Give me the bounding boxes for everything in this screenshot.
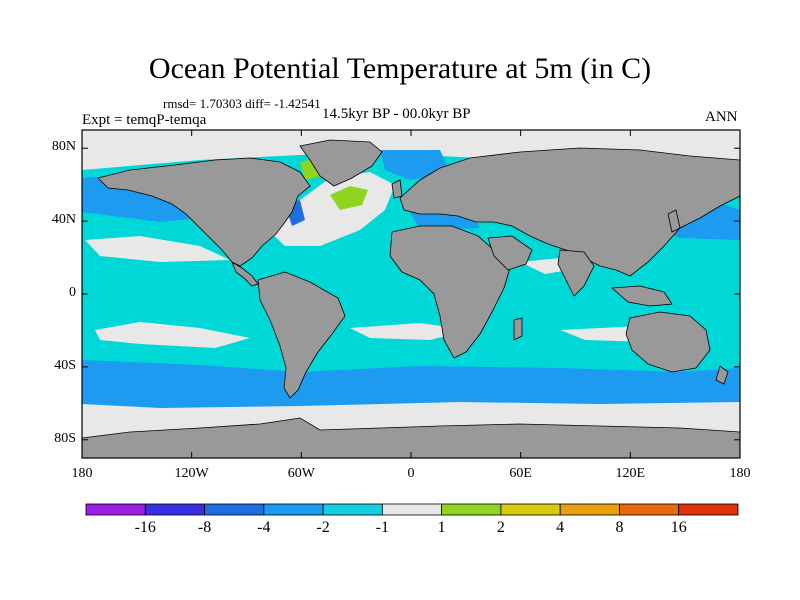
land-europe-asia xyxy=(399,147,740,277)
land-masses xyxy=(82,139,740,458)
x-tick-label: 180 xyxy=(729,466,751,481)
colorbar-box xyxy=(204,503,265,516)
y-tick-label: 80S xyxy=(54,430,76,446)
colorbar-label: -16 xyxy=(134,519,156,536)
colorbar-box xyxy=(500,503,561,516)
land-africa xyxy=(389,225,511,359)
colorbar-box xyxy=(441,503,502,516)
x-tick-label: 120W xyxy=(174,466,209,481)
land-india xyxy=(557,249,595,297)
land-north-america xyxy=(97,157,311,267)
x-tick-label: 120E xyxy=(615,466,646,481)
y-tick-label: 0 xyxy=(69,285,76,300)
colorbar-box xyxy=(85,503,146,516)
land-new-zealand xyxy=(715,365,729,385)
colorbar-box xyxy=(619,503,680,516)
anomaly-near-zero-north-pacific xyxy=(85,236,230,262)
colorbar-box xyxy=(322,503,383,516)
y-tick-marks xyxy=(82,147,740,441)
colorbar-box xyxy=(144,503,205,516)
x-tick-label: 60W xyxy=(287,466,315,481)
time-period-label: 14.5kyr BP - 00.0kyr BP xyxy=(322,106,471,122)
colorbar-box xyxy=(381,503,443,516)
land-australia xyxy=(625,311,711,373)
x-tick-label: 0 xyxy=(407,466,415,481)
land-greenland xyxy=(299,139,383,187)
land-madagascar xyxy=(513,317,523,341)
colorbar-box xyxy=(263,503,324,516)
colorbar-label: 8 xyxy=(615,519,624,536)
colorbar-label: 4 xyxy=(556,519,565,536)
colorbar-box xyxy=(559,503,620,516)
land-japan xyxy=(667,209,681,233)
colorbar-box xyxy=(678,503,739,516)
y-tick-label: 80N xyxy=(51,139,76,155)
anomaly-near-zero-south-pacific xyxy=(95,322,250,348)
colorbar-label: -1 xyxy=(375,519,390,536)
anomaly-north-atlantic-green xyxy=(330,186,368,210)
rmsd-diff-stats: rmsd= 1.70303 diff= -1.42541 xyxy=(163,96,321,111)
colorbar-label: 2 xyxy=(496,519,505,536)
colorbar-label: -4 xyxy=(257,519,271,536)
y-tick-label: 40N xyxy=(51,212,76,228)
colorbar-label: 16 xyxy=(670,519,687,536)
experiment-label: Expt = temqP-temqa xyxy=(82,112,207,128)
map-title: Ocean Potential Temperature at 5m (in C) xyxy=(148,52,652,85)
land-british-isles xyxy=(391,179,403,199)
land-antarctica xyxy=(82,417,740,458)
anomaly-southern-ocean-blue xyxy=(82,360,740,408)
land-southeast-asia-islands xyxy=(611,285,673,307)
season-label: ANN xyxy=(705,109,738,125)
x-tick-label: 60E xyxy=(509,466,532,481)
colorbar-label: -2 xyxy=(316,519,330,536)
colorbar-label: -8 xyxy=(197,519,212,536)
land-central-america xyxy=(231,261,259,287)
colorbar-boxes xyxy=(85,503,739,516)
y-tick-label: 40S xyxy=(54,357,76,373)
anomaly-near-zero-south-atlantic xyxy=(350,323,470,340)
land-arabia xyxy=(487,235,533,271)
x-tick-label: 180 xyxy=(71,466,93,481)
colorbar-label: 1 xyxy=(437,519,446,536)
land-south-america xyxy=(257,271,346,399)
x-tick-marks xyxy=(81,130,741,458)
